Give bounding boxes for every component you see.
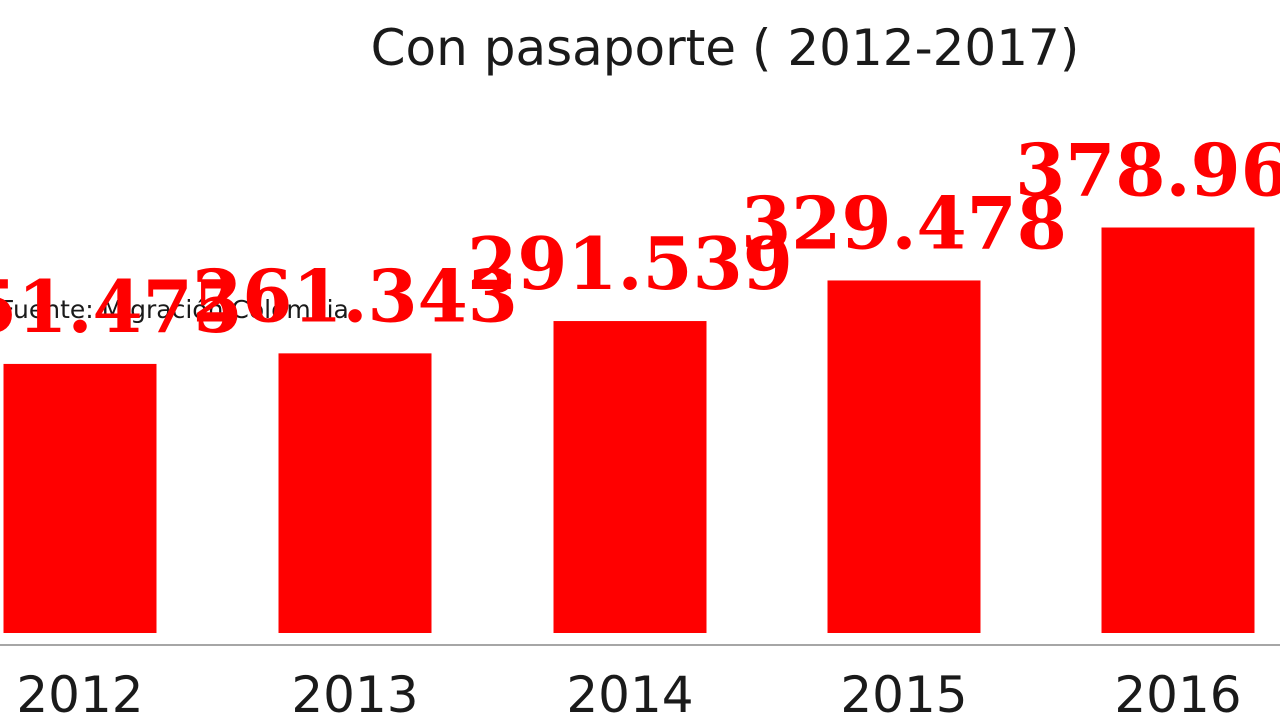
x-tick-2012: 2012 [16, 666, 143, 720]
chart-source: Fuente: Migración Colombia [0, 295, 349, 324]
bar-2012 [3, 363, 157, 633]
bar-2013 [278, 353, 432, 633]
value-label-2014: 291.539 [467, 221, 793, 306]
value-label-2015: 329.478 [741, 180, 1067, 265]
chart-title: Con pasaporte ( 2012-2017) [371, 19, 1080, 77]
x-tick-2015: 2015 [840, 666, 967, 720]
value-label-2013: 261.343 [192, 253, 518, 338]
bar-2016 [1101, 227, 1255, 633]
x-ticks-layer: 2012 2013 2014 2015 2016 [16, 666, 1241, 720]
bars-layer [3, 227, 1255, 633]
value-label-2016: 378.965 [1015, 128, 1280, 213]
value-label-2012: 251.475 [0, 264, 243, 349]
bar-2014 [553, 321, 707, 633]
x-tick-2016: 2016 [1114, 666, 1241, 720]
bar-2015 [827, 280, 981, 633]
x-tick-2013: 2013 [291, 666, 418, 720]
x-tick-2014: 2014 [566, 666, 693, 720]
